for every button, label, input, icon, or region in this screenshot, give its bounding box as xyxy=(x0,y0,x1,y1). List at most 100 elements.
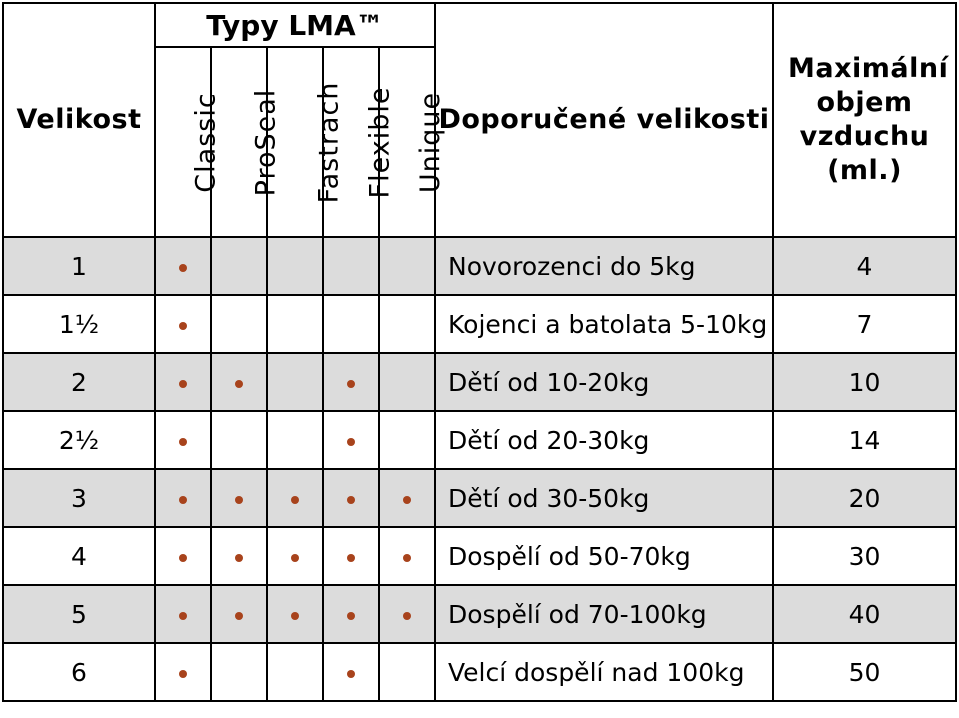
table-row: 1 Novorozenci do 5kg 4 xyxy=(2,236,957,296)
type-cell-unique xyxy=(378,294,436,354)
table-row: 2½ Dětí od 20-30kg 14 xyxy=(2,410,957,470)
bullet-icon xyxy=(403,611,411,620)
type-cell-fastrach xyxy=(266,468,324,528)
volume-cell: 40 xyxy=(772,584,957,644)
type-cell-classic xyxy=(154,352,212,412)
type-label: ProSeal xyxy=(250,88,282,196)
recommended-cell: Dospělí od 50-70kg xyxy=(434,526,774,586)
type-cell-flexible xyxy=(322,526,380,586)
volume-cell: 4 xyxy=(772,236,957,296)
type-cell-classic xyxy=(154,526,212,586)
header-type-flexible: Flexible xyxy=(322,46,395,238)
bullet-icon xyxy=(179,553,187,562)
bullet-icon xyxy=(347,611,355,620)
type-cell-fastrach xyxy=(266,642,324,702)
type-cell-unique xyxy=(378,584,436,644)
bullet-icon xyxy=(403,553,411,562)
size-cell: 3 xyxy=(2,468,156,528)
table-body: 1 Novorozenci do 5kg 4 1½ Kojenci a batolata… xyxy=(2,236,957,702)
type-cell-flexible xyxy=(322,410,380,470)
type-cell-proseal xyxy=(210,642,268,702)
bullet-icon xyxy=(291,495,299,504)
type-cell-unique xyxy=(378,352,436,412)
type-cell-classic xyxy=(154,294,212,354)
type-label: Classic xyxy=(190,91,222,193)
type-label: Flexible xyxy=(364,86,396,198)
type-cell-proseal xyxy=(210,410,268,470)
type-cell-fastrach xyxy=(266,294,324,354)
bullet-icon xyxy=(179,379,187,388)
type-cell-classic xyxy=(154,642,212,702)
type-label: Fastrach xyxy=(313,81,345,203)
type-cell-fastrach xyxy=(266,352,324,412)
size-cell: 2½ xyxy=(2,410,156,470)
table-row: 5 Dospělí od 70-100kg 40 xyxy=(2,584,957,644)
volume-cell: 20 xyxy=(772,468,957,528)
volume-cell: 10 xyxy=(772,352,957,412)
type-cell-proseal xyxy=(210,236,268,296)
recommended-cell: Dětí od 30-50kg xyxy=(434,468,774,528)
bullet-icon xyxy=(347,379,355,388)
type-cell-proseal xyxy=(210,294,268,354)
bullet-icon xyxy=(179,669,187,678)
header-type-unique: Unique xyxy=(378,46,446,238)
type-cell-flexible xyxy=(322,468,380,528)
type-cell-unique xyxy=(378,468,436,528)
bullet-icon xyxy=(347,495,355,504)
type-cell-fastrach xyxy=(266,410,324,470)
bullet-icon xyxy=(179,437,187,446)
type-cell-proseal xyxy=(210,584,268,644)
type-cell-flexible xyxy=(322,352,380,412)
volume-cell: 30 xyxy=(772,526,957,586)
table-row: 6 Velcí dospělí nad 100kg 50 xyxy=(2,642,957,702)
type-cell-fastrach xyxy=(266,236,324,296)
size-cell: 1½ xyxy=(2,294,156,354)
bullet-icon xyxy=(179,611,187,620)
header-type-classic: Classic xyxy=(154,46,222,238)
header-type-proseal: ProSeal xyxy=(210,46,281,238)
header-max-air-volume: Maximální objem vzduchu (ml.) xyxy=(772,2,957,238)
size-cell: 5 xyxy=(2,584,156,644)
table-row: 3 Dětí od 30-50kg 20 xyxy=(2,468,957,528)
type-cell-fastrach xyxy=(266,526,324,586)
recommended-cell: Dospělí od 70-100kg xyxy=(434,584,774,644)
size-cell: 2 xyxy=(2,352,156,412)
table-row: 1½ Kojenci a batolata 5-10kg 7 xyxy=(2,294,957,354)
recommended-cell: Kojenci a batolata 5-10kg xyxy=(434,294,774,354)
recommended-cell: Dětí od 20-30kg xyxy=(434,410,774,470)
volume-cell: 50 xyxy=(772,642,957,702)
bullet-icon xyxy=(347,437,355,446)
type-cell-flexible xyxy=(322,584,380,644)
size-cell: 4 xyxy=(2,526,156,586)
bullet-icon xyxy=(179,321,187,330)
type-cell-unique xyxy=(378,410,436,470)
recommended-cell: Novorozenci do 5kg xyxy=(434,236,774,296)
header-type-fastrach: Fastrach xyxy=(266,46,344,238)
bullet-icon xyxy=(291,553,299,562)
recommended-cell: Velcí dospělí nad 100kg xyxy=(434,642,774,702)
header-recommended-sizes: Doporučené velikosti xyxy=(434,2,774,238)
bullet-icon xyxy=(403,495,411,504)
type-cell-proseal xyxy=(210,352,268,412)
recommended-cell: Dětí od 10-20kg xyxy=(434,352,774,412)
bullet-icon xyxy=(179,263,187,272)
bullet-icon xyxy=(347,669,355,678)
table-row: 2 Dětí od 10-20kg 10 xyxy=(2,352,957,412)
type-cell-flexible xyxy=(322,236,380,296)
size-cell: 1 xyxy=(2,236,156,296)
bullet-icon xyxy=(235,495,243,504)
volume-cell: 7 xyxy=(772,294,957,354)
volume-cell: 14 xyxy=(772,410,957,470)
type-cell-unique xyxy=(378,642,436,702)
header-size: Velikost xyxy=(2,2,156,238)
lma-size-table: Velikost Typy LMA™ Doporučené velikosti … xyxy=(2,2,957,702)
type-cell-classic xyxy=(154,236,212,296)
bullet-icon xyxy=(347,553,355,562)
type-cell-classic xyxy=(154,468,212,528)
type-label: Unique xyxy=(415,91,447,193)
type-cell-classic xyxy=(154,584,212,644)
header-lma-types: Typy LMA™ xyxy=(154,2,436,48)
bullet-icon xyxy=(179,495,187,504)
type-cell-classic xyxy=(154,410,212,470)
